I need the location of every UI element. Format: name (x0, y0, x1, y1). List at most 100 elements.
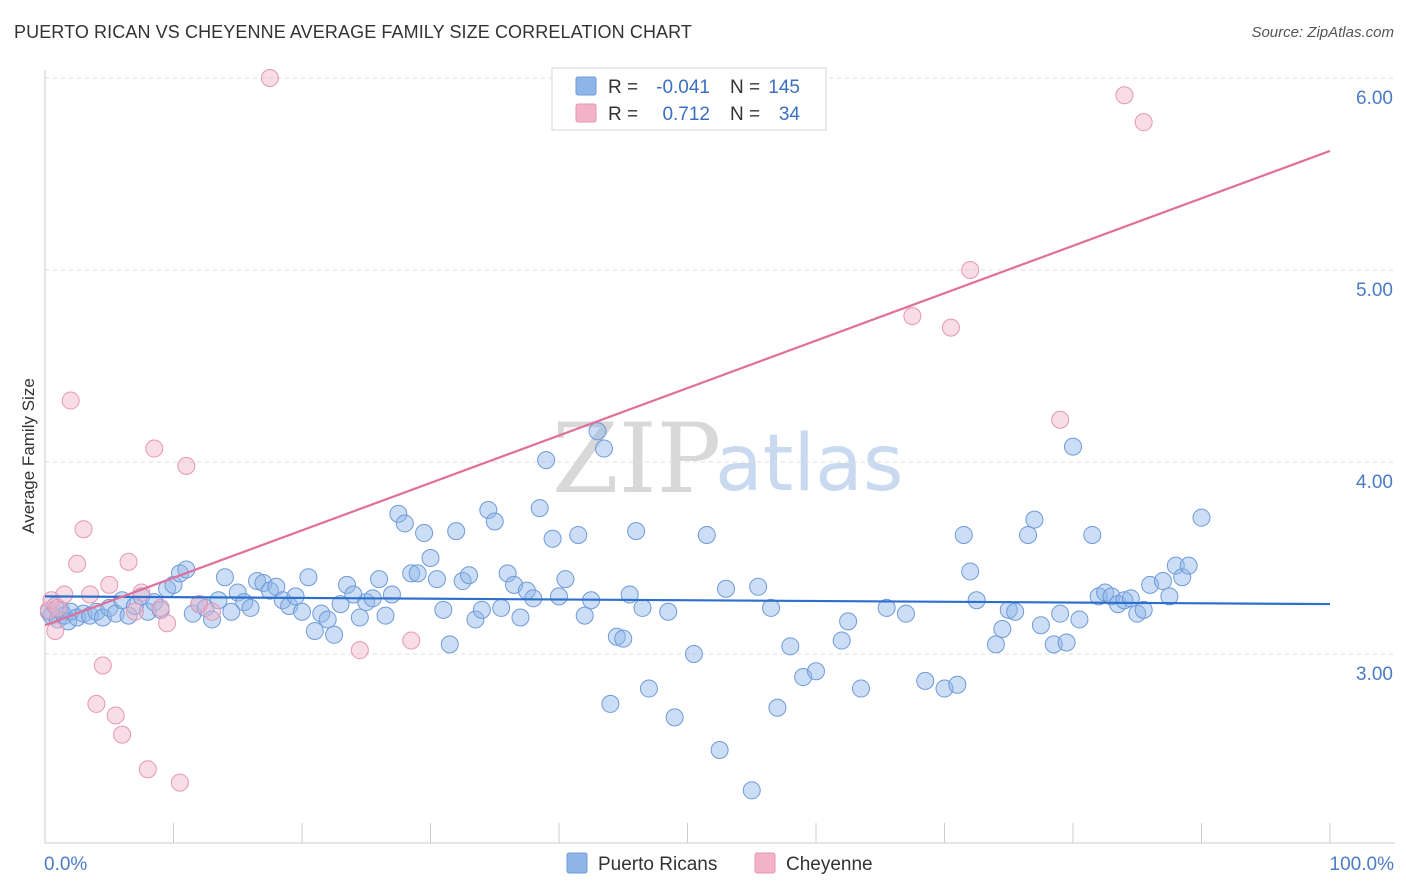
data-point (305, 621, 324, 640)
legend-r-label: R = (608, 77, 638, 98)
data-point (350, 608, 369, 627)
data-point (415, 524, 434, 543)
data-point (781, 637, 800, 656)
data-point (1115, 591, 1134, 610)
data-point (1115, 86, 1134, 105)
data-point (1051, 604, 1070, 623)
data-point (588, 422, 607, 441)
data-point (395, 514, 414, 533)
data-point (575, 606, 594, 625)
data-point (832, 631, 851, 650)
data-point (903, 307, 922, 326)
data-point (1179, 556, 1198, 575)
legend-n-label: N = (730, 104, 760, 125)
x-tick-label-max: 100.0% (1330, 854, 1395, 875)
legend-swatch-cheyenne (754, 852, 776, 874)
data-point (100, 575, 119, 594)
series-legend: Puerto Ricans Cheyenne (566, 852, 873, 875)
data-point (113, 725, 132, 744)
legend-swatch-puerto-ricans (566, 852, 588, 874)
data-point (241, 598, 260, 617)
data-point (768, 698, 787, 717)
data-point (839, 612, 858, 631)
data-point (93, 656, 112, 675)
data-point (402, 564, 421, 583)
data-point (807, 662, 825, 681)
data-point (203, 610, 222, 629)
legend-n-label: N = (730, 77, 760, 98)
data-point (460, 566, 479, 585)
data-point (749, 577, 768, 596)
data-point (55, 585, 74, 604)
data-point (286, 587, 305, 606)
data-point (408, 564, 427, 583)
y-axis-label: Average Family Size (19, 378, 38, 534)
data-point (158, 614, 177, 633)
data-point (325, 625, 344, 644)
axes (44, 70, 1395, 844)
data-point (350, 641, 369, 660)
data-point (1166, 556, 1185, 575)
data-point (896, 604, 915, 623)
data-point (511, 608, 530, 627)
data-point (222, 602, 241, 621)
data-point (376, 606, 395, 625)
data-point (177, 456, 196, 475)
data-point (530, 499, 549, 518)
data-point (472, 600, 491, 619)
data-point (941, 318, 960, 337)
data-point (248, 572, 267, 591)
data-point (665, 708, 684, 727)
legend-r-value: 0.712 (662, 104, 710, 125)
data-point (61, 391, 80, 410)
data-point (1006, 602, 1025, 621)
legend-n-value: 34 (779, 104, 801, 125)
data-point (125, 602, 144, 621)
data-point (119, 552, 138, 571)
data-point (87, 694, 106, 713)
data-point (537, 451, 556, 470)
data-point (299, 568, 318, 587)
data-point (710, 741, 729, 759)
data-point (164, 575, 183, 594)
data-point (1173, 568, 1192, 587)
data-point (916, 671, 935, 690)
data-point (1153, 572, 1172, 591)
data-point (620, 585, 639, 604)
data-point (1192, 508, 1211, 527)
legend-label-cheyenne: Cheyenne (786, 854, 873, 875)
data-point (46, 621, 65, 640)
data-point (742, 781, 761, 800)
data-point (331, 595, 350, 614)
data-point (762, 598, 781, 617)
watermark-atlas: atlas (715, 419, 904, 509)
data-point (434, 600, 453, 619)
data-point (293, 602, 311, 621)
series-puerto-ricans (39, 422, 1211, 800)
data-point (1025, 510, 1044, 529)
legend-swatch-cheyenne (575, 103, 597, 123)
data-point (993, 620, 1012, 639)
data-point (402, 631, 421, 650)
y-tick-label: 3.00 (1356, 664, 1393, 685)
correlation-legend: R = -0.041 N = 145 R = 0.712 N = 34 (551, 67, 827, 131)
data-point (382, 585, 401, 604)
data-point (421, 549, 440, 567)
trend-line (44, 595, 1331, 606)
data-point (639, 679, 658, 698)
legend-r-label: R = (608, 104, 638, 125)
data-point (1134, 113, 1153, 132)
data-point (601, 694, 620, 713)
data-point (106, 706, 125, 725)
source-credit: Source: ZipAtlas.com (1251, 24, 1394, 41)
data-point (556, 570, 575, 589)
data-point (1057, 633, 1076, 652)
data-point (138, 760, 157, 779)
y-tick-labels: 3.00 4.00 5.00 6.00 (1356, 88, 1393, 685)
data-point (543, 529, 562, 548)
data-point (203, 602, 222, 621)
data-point (1031, 616, 1050, 635)
data-point (659, 602, 678, 621)
legend-r-value: -0.041 (656, 77, 710, 98)
